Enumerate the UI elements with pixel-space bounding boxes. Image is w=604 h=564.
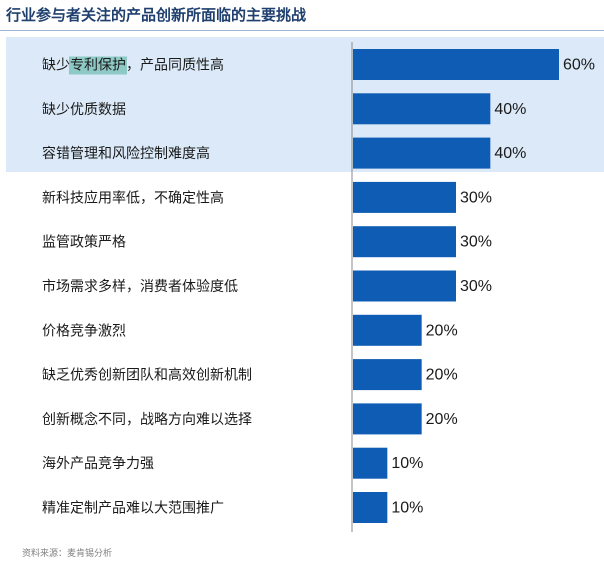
bars [353, 49, 559, 523]
category-label: 缺少专利保护，产品同质性高 [42, 57, 224, 74]
bar [353, 447, 388, 479]
bar [353, 49, 559, 80]
bar [353, 226, 456, 258]
value-label: 10% [391, 500, 423, 517]
text-highlight-mark [68, 56, 127, 75]
category-label: 海外产品竞争力强 [42, 455, 154, 472]
bar-chart: 缺少专利保护，产品同质性高缺少优质数据容错管理和风险控制难度高新科技应用率低，不… [42, 42, 595, 532]
value-label: 30% [460, 234, 492, 251]
value-label: 20% [426, 322, 458, 339]
value-label: 40% [494, 145, 526, 162]
category-label: 缺乏优秀创新团队和高效创新机制 [42, 367, 252, 384]
value-label: 10% [391, 455, 423, 472]
source-note: 资料来源：麦肯锡分析 [22, 549, 113, 559]
category-label: 价格竞争激烈 [42, 322, 126, 339]
category-label: 缺少优质数据 [42, 102, 126, 118]
bar [353, 314, 422, 346]
value-label: 20% [426, 411, 458, 428]
value-label: 20% [426, 367, 458, 384]
chart-title: 行业参与者关注的产品创新所面临的主要挑战 [6, 6, 307, 24]
bar [353, 359, 422, 391]
bar [353, 93, 491, 125]
title-divider [0, 30, 604, 31]
category-label: 创新概念不同，战略方向难以选择 [42, 411, 252, 428]
value-label: 30% [460, 278, 492, 295]
category-label: 市场需求多样，消费者体验度低 [42, 278, 238, 295]
bar [353, 137, 491, 169]
category-labels: 缺少专利保护，产品同质性高缺少优质数据容错管理和风险控制难度高新科技应用率低，不… [42, 56, 252, 517]
bar [353, 403, 422, 435]
category-label: 监管政策严格 [42, 234, 126, 251]
category-label: 新科技应用率低，不确定性高 [42, 189, 224, 206]
bar [353, 181, 456, 213]
bar [353, 270, 456, 302]
category-label: 精准定制产品难以大范围推广 [42, 500, 224, 517]
value-labels: 60% 40% 40% 30% 30% 30% 20% 20% 20% 10% 10% [391, 57, 595, 517]
value-label: 40% [494, 101, 526, 118]
bar [353, 492, 388, 523]
value-label: 30% [460, 189, 492, 206]
value-label: 60% [563, 57, 595, 74]
category-label: 容错管理和风险控制难度高 [42, 145, 210, 162]
